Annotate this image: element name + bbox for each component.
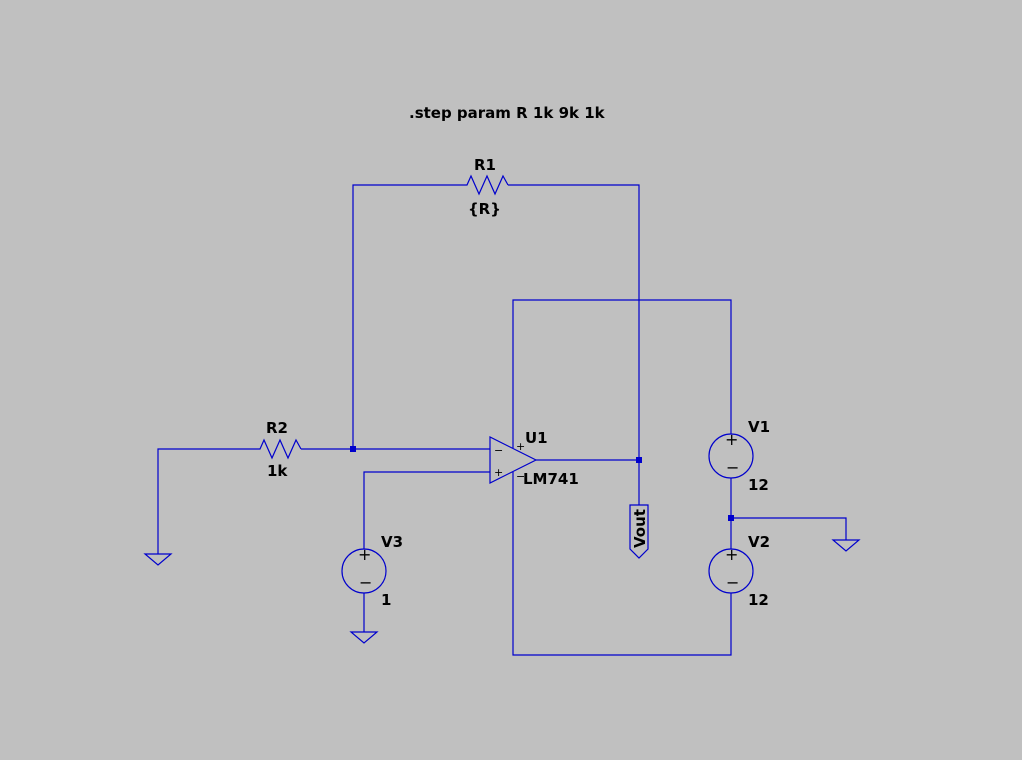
opamp-u1-pin-inv: − [494,444,503,457]
wire-r2-left [157,448,255,554]
opamp-u1-pin-vplus: + [516,440,525,453]
voltage-source-v3-name: V3 [381,533,403,551]
wire-noninv [363,471,490,549]
resistor-r2-body [255,438,302,460]
voltage-source-v3-plus: + [358,545,371,564]
junction-inv [350,446,356,452]
voltage-source-v3[interactable]: + − V3 1 [341,533,403,609]
wires [157,184,847,656]
resistor-r1[interactable]: R1 {R} [462,156,509,218]
resistor-r2-value: 1k [267,462,288,480]
ground-symbol-r2[interactable] [143,553,173,566]
wire-vminus [512,472,732,656]
voltage-source-v2-name: V2 [748,533,770,551]
opamp-u1-value: LM741 [523,470,579,488]
voltage-source-v1-value: 12 [748,476,769,494]
wire-feedback-right [508,184,640,460]
voltage-source-v2-body [708,548,754,594]
voltage-source-v1-minus: − [726,458,739,477]
junction-out [636,457,642,463]
net-label-vout[interactable]: Vout [629,504,649,559]
resistor-r2-name: R2 [266,419,288,437]
voltage-source-v2-plus: + [725,545,738,564]
wire-feedback-left [352,184,462,449]
net-label-vout-text: Vout [631,509,649,548]
resistor-r1-body [462,174,509,196]
spice-directive[interactable]: .step param R 1k 9k 1k [409,104,606,122]
resistor-r2[interactable]: R2 1k [255,419,302,480]
resistor-r1-name: R1 [474,156,496,174]
ground-symbol-v3[interactable] [349,631,379,644]
opamp-u1-body [489,436,538,484]
resistor-r1-value: {R} [468,200,501,218]
wire-vplus [512,299,732,448]
voltage-source-v1-body [708,433,754,479]
net-label-vout-flag [629,504,649,559]
opamp-u1[interactable]: + − + − U1 LM741 [489,429,579,488]
voltage-source-v2-value: 12 [748,591,769,609]
wire-mid-gnd [731,517,847,540]
junction-mid [728,515,734,521]
voltage-source-v2-minus: − [726,573,739,592]
voltage-source-v3-minus: − [359,573,372,592]
opamp-u1-pin-vminus: − [516,470,525,483]
voltage-source-v1[interactable]: + − V1 12 [708,418,770,494]
voltage-source-v1-name: V1 [748,418,770,436]
voltage-source-v1-plus: + [725,430,738,449]
opamp-u1-name: U1 [525,429,548,447]
voltage-source-v2[interactable]: + − V2 12 [708,533,770,609]
voltage-source-v3-value: 1 [381,591,391,609]
opamp-u1-pin-noninv: + [494,466,503,479]
ground-symbol-supply[interactable] [831,539,861,552]
voltage-source-v3-body [341,548,387,594]
